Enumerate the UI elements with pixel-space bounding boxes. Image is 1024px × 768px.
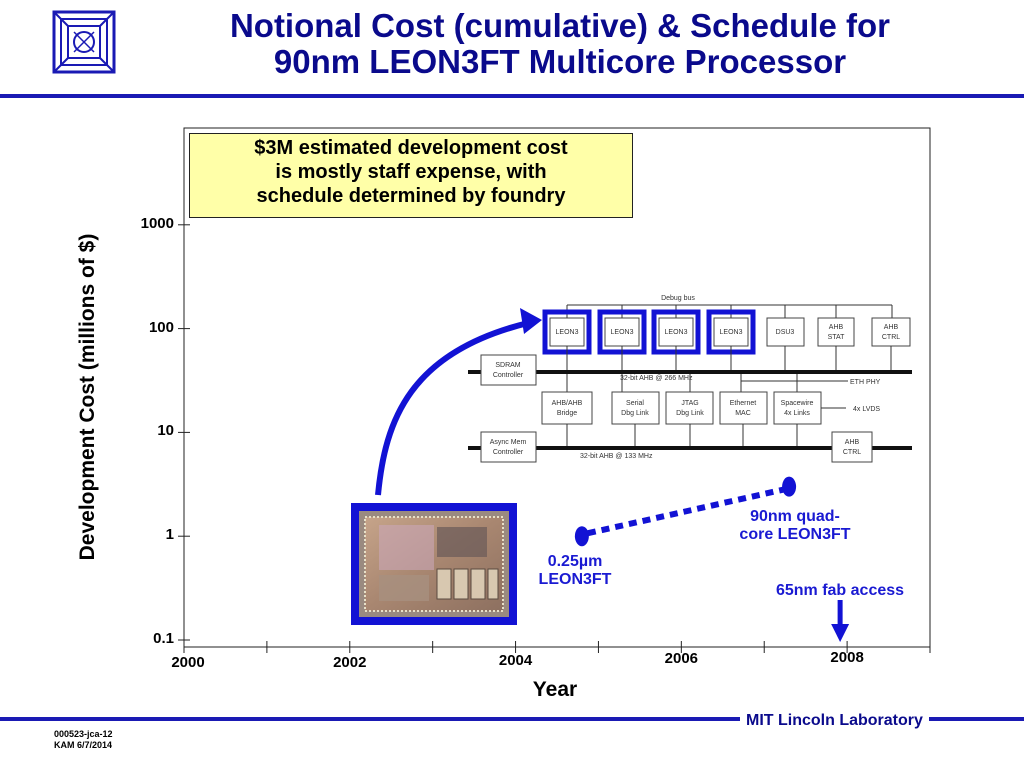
async-label-1: Async Mem [490, 439, 527, 446]
cpu-block [658, 317, 694, 347]
ahb-ctrl-top-label-1: AHB [884, 324, 899, 331]
callout-line-3: schedule determined by foundry [256, 185, 566, 207]
series-points [574, 476, 797, 547]
slide-footnote: 000523-jca-12 KAM 6/7/2014 [54, 729, 113, 751]
ahb-ctrl-top-block [871, 317, 911, 347]
callout-line-2: is mostly staff expense, with [275, 161, 547, 183]
serial-label-1: Serial [626, 400, 644, 407]
sdram-block [480, 354, 537, 386]
lvds-label: 4x LVDS [853, 406, 880, 413]
fab-access-label: 65nm fab access [775, 582, 905, 599]
callout-line-1: $3M estimated development cost [254, 137, 568, 159]
fab-access-arrowhead [831, 624, 850, 642]
x-tick-label: 2004 [498, 652, 533, 669]
x-tick-label: 2000 [171, 654, 205, 671]
series-connector [587, 486, 784, 537]
cost-callout: $3M estimated development cost is mostly… [189, 133, 633, 218]
cpu-label: LEON3 [720, 329, 743, 336]
slide-title: Notional Cost (cumulative) & Schedule fo… [140, 8, 980, 80]
ahb-stat-block [817, 317, 855, 347]
sdram-label-2: Controller [493, 372, 524, 379]
spacewire-block [773, 391, 822, 425]
bus-fast-label: 32-bit AHB @ 266 MHz [620, 375, 693, 382]
x-tick-label: 2002 [333, 654, 367, 671]
debug-bus-label: Debug bus [661, 295, 695, 302]
data-point [574, 526, 589, 547]
x-axis-ticks [183, 641, 931, 653]
point-label-2-line-2: core LEON3FT [739, 526, 851, 543]
title-line-1: Notional Cost (cumulative) & Schedule fo… [229, 7, 891, 44]
y-tick-label: 0.1 [153, 630, 174, 647]
dsu-block [766, 317, 805, 347]
cpu-label: LEON3 [665, 329, 688, 336]
serial-block [611, 391, 660, 425]
ethernet-block [719, 391, 768, 425]
chip-to-cpu-arrowhead [520, 308, 542, 334]
cpu-label: LEON3 [611, 329, 634, 336]
y-axis-ticks [178, 224, 190, 641]
jtag-label-2: Dbg Link [676, 410, 704, 417]
y-axis-label: Development Cost (millions of $) [76, 233, 99, 561]
y-tick-label: 100 [148, 318, 174, 336]
footer-org-label: MIT Lincoln Laboratory [740, 712, 929, 730]
ahb-ctrl-top-label-2: CTRL [882, 334, 900, 341]
title-line-2: 90nm LEON3FT Multicore Processor [273, 43, 847, 80]
data-point [782, 476, 797, 497]
cpu-block [604, 317, 640, 347]
cpu-block [713, 317, 749, 347]
cpu-blocks: LEON3 LEON3 LEON3 LEON3 [542, 309, 756, 355]
bridge-label-1: AHB/AHB [552, 400, 583, 407]
header-rule [0, 94, 1024, 98]
ahb-slow-bus [468, 446, 912, 450]
chip-die-photo [359, 511, 509, 617]
point-label-1-line-2: LEON3FT [538, 571, 612, 588]
ahb-stat-label-1: AHB [829, 324, 844, 331]
x-axis-label: Year [532, 678, 578, 701]
sdram-label-1: SDRAM [495, 362, 520, 369]
spacewire-label-2: 4x Links [784, 410, 810, 417]
point-label-90nm-quadcore: 90nm quad- core LEON3FT [715, 508, 875, 544]
cpu-block [549, 317, 585, 347]
ahb-ctrl-bottom-label-1: AHB [845, 439, 860, 446]
ethernet-label-1: Ethernet [730, 400, 757, 407]
spacewire-label-1: Spacewire [781, 400, 814, 407]
point-label-leon3ft-025: 0.25µm LEON3FT [520, 553, 630, 589]
x-tick-label: 2006 [664, 650, 699, 667]
ahb-ctrl-bottom-label-2: CTRL [843, 449, 861, 456]
lincoln-logo-icon [52, 10, 116, 74]
ahb-ctrl-bottom-block [831, 431, 873, 463]
dsu-label: DSU3 [776, 329, 795, 336]
async-block [480, 431, 537, 463]
jtag-block [665, 391, 714, 425]
y-tick-label: 1000 [140, 214, 174, 232]
bridge-block [541, 391, 593, 425]
ahb-stat-label-2: STAT [828, 334, 846, 341]
point-label-1-line-1: 0.25µm [547, 553, 603, 570]
y-tick-label: 1 [165, 526, 174, 544]
footnote-line-1: 000523-jca-12 [54, 729, 113, 739]
chip-to-cpu-arrow [375, 320, 529, 496]
block-diagram: Debug bus LEON3 LEON3 LEON3 LEON3 DSU3 AHB … [468, 295, 912, 463]
y-tick-label: 10 [157, 422, 174, 440]
cpu-label: LEON3 [556, 329, 579, 336]
serial-label-2: Dbg Link [621, 410, 649, 417]
bus-slow-label: 32-bit AHB @ 133 MHz [580, 453, 653, 460]
eth-phy-label: ETH PHY [850, 379, 881, 386]
ethernet-label-2: MAC [735, 410, 751, 417]
async-label-2: Controller [493, 449, 524, 456]
point-label-2-line-1: 90nm quad- [750, 508, 840, 525]
x-tick-label: 2008 [830, 649, 864, 666]
footnote-line-2: KAM 6/7/2014 [54, 740, 113, 750]
bridge-label-2: Bridge [557, 410, 577, 417]
footer-rule [0, 717, 1024, 721]
jtag-label-1: JTAG [681, 400, 698, 407]
ahb-fast-bus [468, 370, 912, 374]
